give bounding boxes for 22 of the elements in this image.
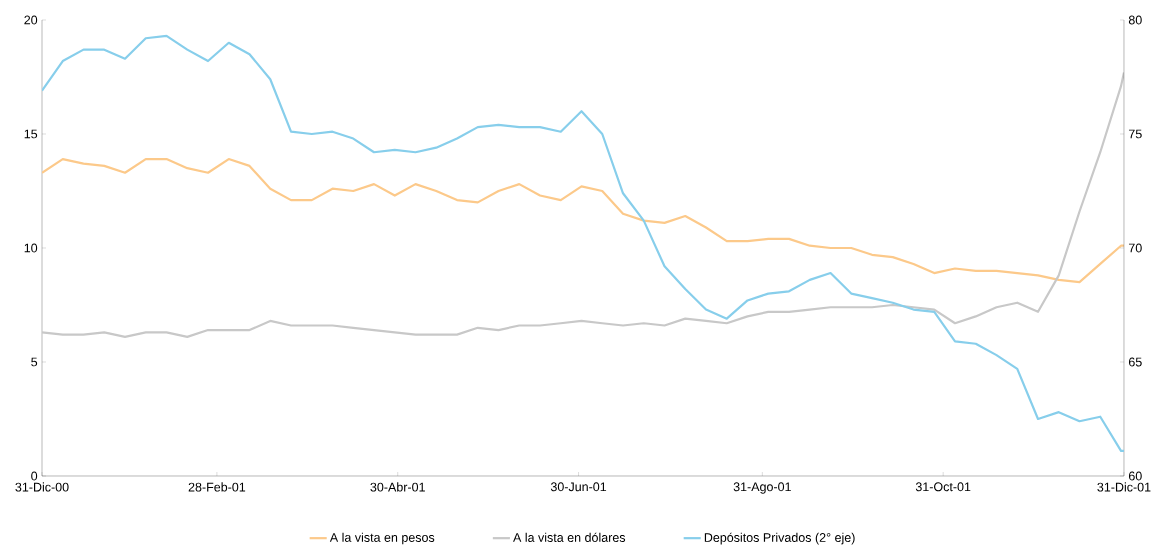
y2-tick-label: 65 (1128, 357, 1142, 367)
line-series (42, 157, 1124, 284)
y-tick-label: 20 (24, 15, 38, 25)
legend-label: A la vista en dólares (513, 532, 626, 542)
x-tick-label: 31-Dic-01 (1097, 482, 1151, 492)
y2-tick-label: 80 (1128, 15, 1142, 25)
y2-tick-label: 75 (1128, 129, 1142, 139)
y2-tick-label: 60 (1128, 471, 1142, 481)
y-tick-label: 0 (31, 471, 38, 481)
y-tick-label: 5 (31, 357, 38, 367)
legend-label: Depósitos Privados (2° eje) (704, 532, 855, 545)
y-tick-label: 15 (24, 129, 38, 139)
x-tick-label: 31-Oct-01 (915, 482, 971, 492)
x-tick-label: 30-Abr-01 (370, 482, 425, 492)
x-tick-label: 31-Ago-01 (733, 482, 791, 494)
x-tick-label: 30-Jun-01 (550, 482, 607, 492)
y2-tick-label: 70 (1128, 243, 1142, 253)
x-tick-label: 28-Feb-01 (188, 482, 246, 492)
line-series (42, 34, 1124, 453)
y-tick-label: 10 (24, 243, 38, 253)
legend-label: A la vista en pesos (329, 532, 435, 545)
x-tick-label: 31-Dic-00 (15, 482, 69, 492)
